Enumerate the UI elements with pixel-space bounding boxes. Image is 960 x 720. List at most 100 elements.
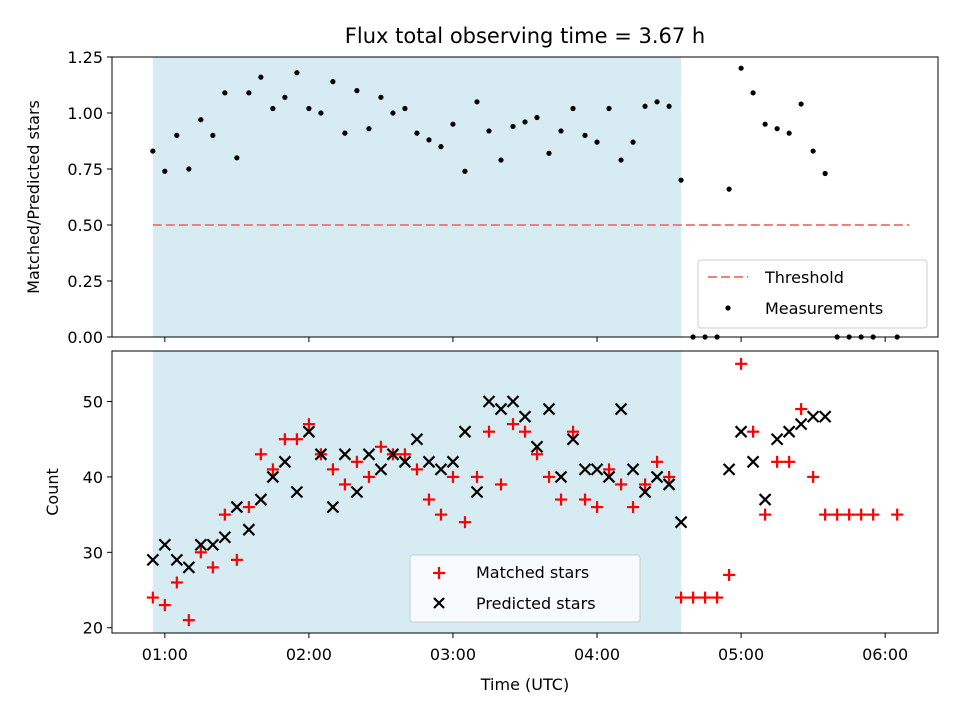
- measurement-point: [750, 90, 756, 96]
- predicted-star-point: [614, 402, 628, 416]
- y-tick-label: 50: [83, 393, 103, 412]
- matched-star-point: [795, 403, 808, 416]
- predicted-star-point: [806, 410, 820, 423]
- legend-predicted-label: Predicted stars: [476, 594, 596, 613]
- matched-star-point: [326, 463, 339, 476]
- x-tick-label: 01:00: [142, 645, 188, 664]
- predicted-star-point: [650, 470, 664, 484]
- predicted-star-point: [602, 470, 616, 484]
- measurement-point: [474, 99, 480, 105]
- measurement-point: [498, 157, 504, 163]
- measurement-point: [354, 88, 360, 94]
- measurement-point: [402, 105, 408, 112]
- top-panel-frame: [111, 56, 939, 338]
- predicted-star-point: [578, 463, 592, 476]
- matched-star-point: [555, 493, 568, 506]
- measurement-point: [390, 110, 396, 116]
- matched-star-point: [531, 448, 544, 461]
- matched-star-point: [494, 478, 507, 491]
- predicted-star-point: [410, 432, 424, 446]
- matched-star-point: [254, 448, 267, 461]
- matched-star-point: [651, 455, 664, 468]
- matched-star-point: [422, 493, 435, 506]
- predicted-star-point: [734, 425, 748, 438]
- matched-star-point: [687, 591, 700, 604]
- top-panel-highlight-span: [152, 57, 682, 337]
- predicted-star-point: [326, 500, 340, 514]
- predicted-star-point: [434, 463, 448, 476]
- measurement-point: [198, 117, 204, 123]
- predicted-star-point: [770, 432, 784, 446]
- matched-star-point: [699, 591, 712, 604]
- measurement-point: [582, 132, 588, 138]
- measurement-point: [630, 139, 636, 145]
- measurement-point: [438, 144, 444, 150]
- measurement-point: [666, 103, 672, 109]
- bottom-panel-frame: [111, 350, 939, 634]
- matched-star-point: [711, 591, 724, 604]
- legend-predicted-swatch: [433, 597, 445, 609]
- top-y-ticks: 0.00 0.25 0.50 0.75 1.00 1.25: [67, 48, 112, 347]
- legend-measurements-swatch: [725, 305, 731, 311]
- matched-star-point: [158, 599, 171, 612]
- predicted-star-point: [794, 417, 808, 431]
- predicted-star-point: [590, 463, 604, 476]
- measurement-point: [414, 130, 420, 136]
- measurement-point: [318, 110, 324, 116]
- matched-star-point: [146, 591, 159, 604]
- y-tick-label: 40: [83, 468, 103, 487]
- matched-star-point: [783, 455, 796, 468]
- top-y-axis-label: Matched/Predicted stars: [24, 100, 43, 294]
- predicted-star-point: [554, 470, 568, 484]
- y-tick-label: 1.00: [67, 104, 103, 123]
- y-tick-label: 0.75: [67, 160, 103, 179]
- measurement-point: [222, 90, 228, 96]
- predicted-star-point: [254, 493, 268, 506]
- matched-star-point: [591, 501, 604, 514]
- predicted-star-point: [758, 493, 772, 506]
- matched-star-point: [194, 546, 207, 559]
- matched-star-point: [663, 470, 676, 483]
- measurement-point: [774, 126, 780, 132]
- matched-star-point: [843, 508, 856, 521]
- measurement-point: [570, 105, 576, 112]
- matched-star-point: [446, 470, 459, 483]
- matched-star-point: [627, 501, 640, 514]
- matched-star-point: [891, 508, 904, 521]
- matched-star-point: [182, 614, 195, 627]
- measurement-point: [606, 105, 612, 112]
- matched-star-point: [278, 433, 291, 446]
- measurement-point: [306, 105, 312, 112]
- x-tick-label: 03:00: [430, 645, 476, 664]
- predicted-star-point: [374, 463, 388, 476]
- chart-title: Flux total observing time = 3.67 h: [345, 24, 705, 48]
- measurement-point: [546, 150, 552, 156]
- measurement-point: [366, 126, 372, 132]
- predicted-star-point: [266, 470, 280, 484]
- measurement-point: [246, 90, 252, 96]
- legend-measurements-label: Measurements: [765, 299, 883, 318]
- count-points: [146, 357, 904, 627]
- matched-star-point: [735, 357, 748, 370]
- y-tick-label: 20: [83, 619, 103, 638]
- matched-star-point: [350, 455, 363, 468]
- predicted-star-point: [662, 478, 676, 491]
- matched-star-point: [543, 470, 556, 483]
- matched-star-point: [819, 508, 832, 521]
- matched-star-point: [867, 508, 880, 521]
- predicted-star-point: [338, 448, 352, 461]
- measurement-point: [810, 148, 816, 154]
- top-legend-box: [697, 259, 928, 329]
- matched-star-point: [603, 463, 616, 476]
- matched-star-point: [807, 470, 820, 483]
- measurement-point: [330, 79, 336, 85]
- matched-star-point: [759, 508, 772, 521]
- matched-star-point: [831, 508, 844, 521]
- predicted-star-point: [626, 463, 640, 476]
- predicted-star-point: [242, 523, 256, 536]
- matched-star-point: [567, 425, 580, 438]
- top-x-ticks: [164, 337, 886, 342]
- measurement-point: [534, 114, 540, 121]
